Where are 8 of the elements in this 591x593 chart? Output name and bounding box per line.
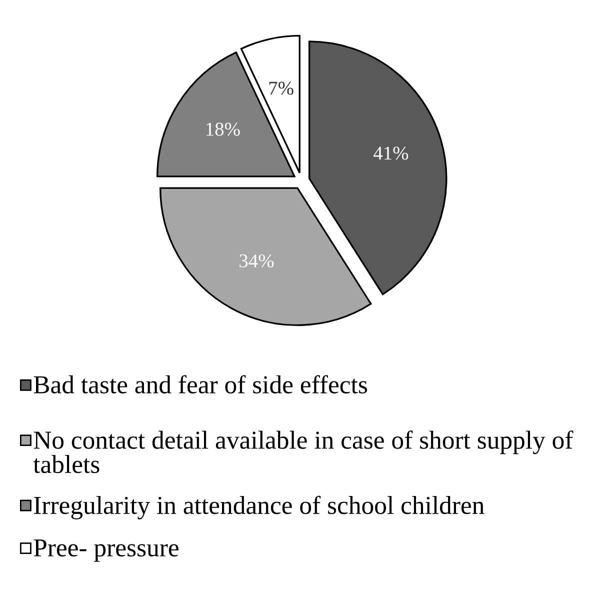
data-label: 7% bbox=[269, 82, 294, 95]
data-label: 34% bbox=[240, 254, 274, 268]
legend-label: Irregularity in attendance of school children bbox=[34, 496, 484, 520]
data-label: 41% bbox=[374, 146, 408, 160]
legend-label: No contact detail available in case of short supply of tablets bbox=[33, 430, 574, 474]
data-label: 18% bbox=[206, 122, 240, 136]
legend-label: Bad taste and fear of side effects bbox=[34, 375, 368, 394]
legend-label: Pree- pressure bbox=[34, 539, 178, 562]
